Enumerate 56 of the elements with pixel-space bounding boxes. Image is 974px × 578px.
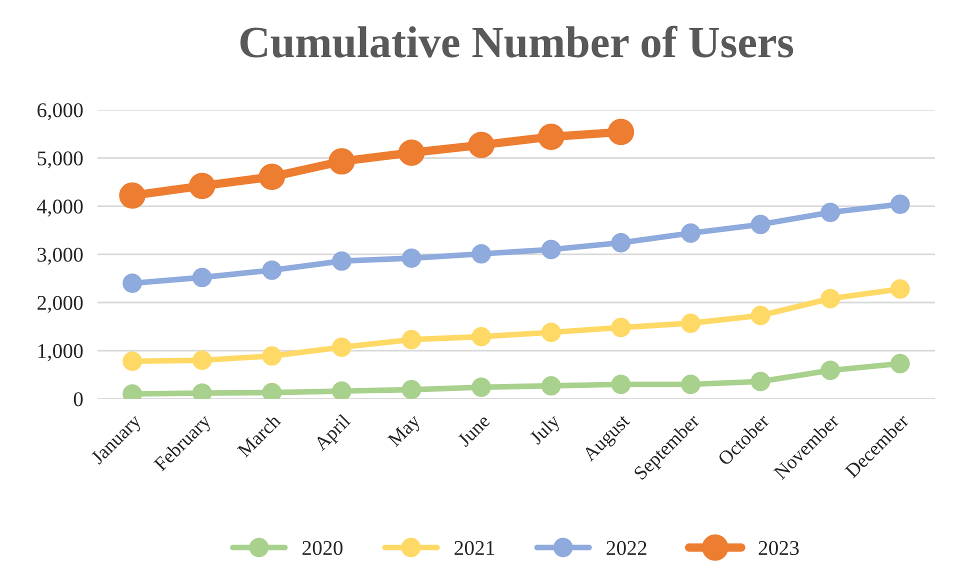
y-tick-label: 4,000 (37, 200, 83, 217)
point (402, 380, 422, 399)
x-tick-label: June (456, 414, 491, 448)
x-tick-label: May (387, 413, 424, 450)
point (820, 360, 840, 380)
point (611, 233, 631, 252)
x-tick-label: July (528, 412, 564, 448)
point (122, 352, 142, 371)
point (192, 268, 212, 288)
point (750, 306, 770, 326)
point (119, 182, 146, 209)
point (472, 244, 492, 264)
point (608, 118, 634, 146)
legend-label: 2021 (454, 540, 494, 556)
point (890, 194, 910, 214)
point (541, 376, 561, 396)
point (472, 326, 492, 346)
point (611, 374, 631, 394)
point (541, 240, 561, 260)
y-tick-label: 3,000 (38, 248, 83, 265)
point (262, 346, 282, 366)
point (398, 139, 425, 166)
point (538, 124, 564, 150)
point (681, 313, 700, 333)
y-tick-label: 0 (74, 392, 83, 406)
point (611, 318, 631, 338)
point (122, 273, 142, 293)
point (750, 214, 770, 234)
legend-label: 2022 (606, 540, 646, 556)
point (402, 248, 422, 268)
point (541, 322, 561, 342)
legend-label: 2023 (758, 540, 799, 556)
y-tick-label: 2,000 (38, 296, 83, 313)
legend-label: 2020 (302, 540, 343, 556)
point (681, 374, 700, 394)
point (468, 132, 495, 158)
point (890, 279, 910, 299)
point (332, 338, 352, 358)
point (258, 164, 286, 190)
point (402, 330, 422, 350)
point (890, 354, 910, 374)
y-tick-label: 6,000 (38, 103, 83, 120)
y-tick-label: 1,000 (38, 344, 83, 362)
point (750, 372, 770, 392)
point (262, 260, 282, 280)
point (820, 288, 840, 308)
point (332, 251, 352, 271)
point (820, 202, 840, 222)
point (188, 172, 216, 200)
point (332, 381, 352, 399)
chart-title: Cumulative Number of Users (240, 26, 794, 58)
point (328, 148, 355, 175)
point (681, 223, 700, 243)
y-tick-label: 5,000 (38, 151, 83, 168)
point (192, 350, 212, 370)
point (472, 378, 492, 397)
